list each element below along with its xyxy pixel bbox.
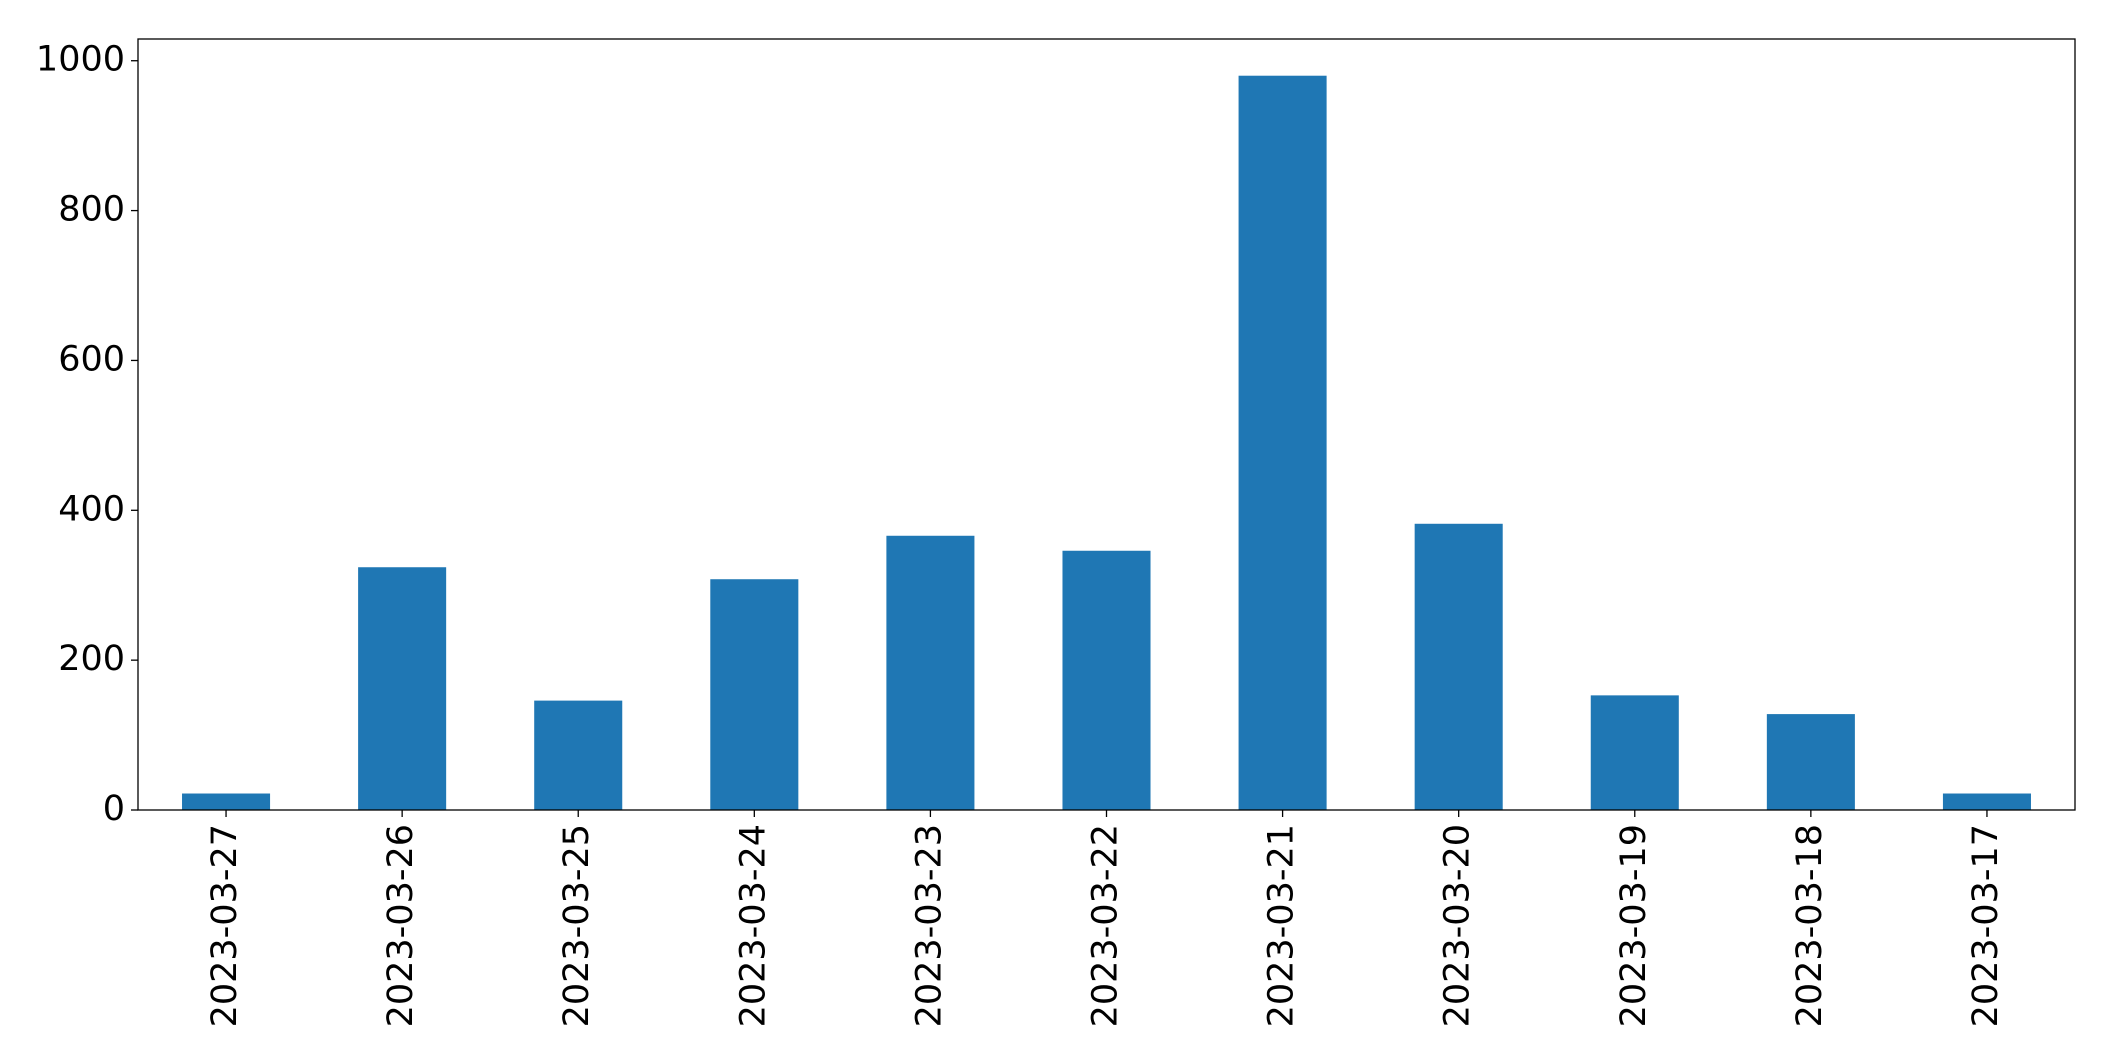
x-tick-label: 2023-03-21 (1262, 824, 1302, 1027)
bar (358, 567, 447, 810)
x-tick-label: 2023-03-19 (1614, 824, 1654, 1027)
y-tick-label: 0 (103, 789, 125, 829)
x-tick-label: 2023-03-26 (381, 824, 421, 1027)
bar (534, 700, 623, 810)
y-tick-label: 1000 (36, 40, 125, 80)
x-tick-label: 2023-03-23 (909, 824, 949, 1027)
x-tick-label: 2023-03-24 (733, 824, 773, 1027)
bar (1238, 75, 1327, 810)
x-tick-label: 2023-03-17 (1966, 824, 2006, 1027)
y-tick-label: 400 (58, 489, 125, 529)
y-tick-label: 200 (58, 639, 125, 679)
bar (1414, 523, 1503, 810)
bar (1766, 714, 1855, 810)
x-tick-label: 2023-03-25 (557, 824, 597, 1027)
x-tick-label: 2023-03-22 (1086, 824, 1126, 1027)
plot-frame (137, 38, 2076, 811)
x-tick-label: 2023-03-18 (1790, 824, 1830, 1027)
x-tick-label: 2023-03-27 (205, 824, 245, 1027)
y-tick-label: 800 (58, 190, 125, 230)
bar (182, 793, 271, 810)
bar (1062, 550, 1151, 810)
bar (1942, 793, 2031, 810)
bar (710, 579, 799, 810)
bar (886, 535, 975, 810)
bar (1590, 695, 1679, 810)
x-tick-label: 2023-03-20 (1438, 824, 1478, 1027)
y-tick-label: 600 (58, 339, 125, 379)
